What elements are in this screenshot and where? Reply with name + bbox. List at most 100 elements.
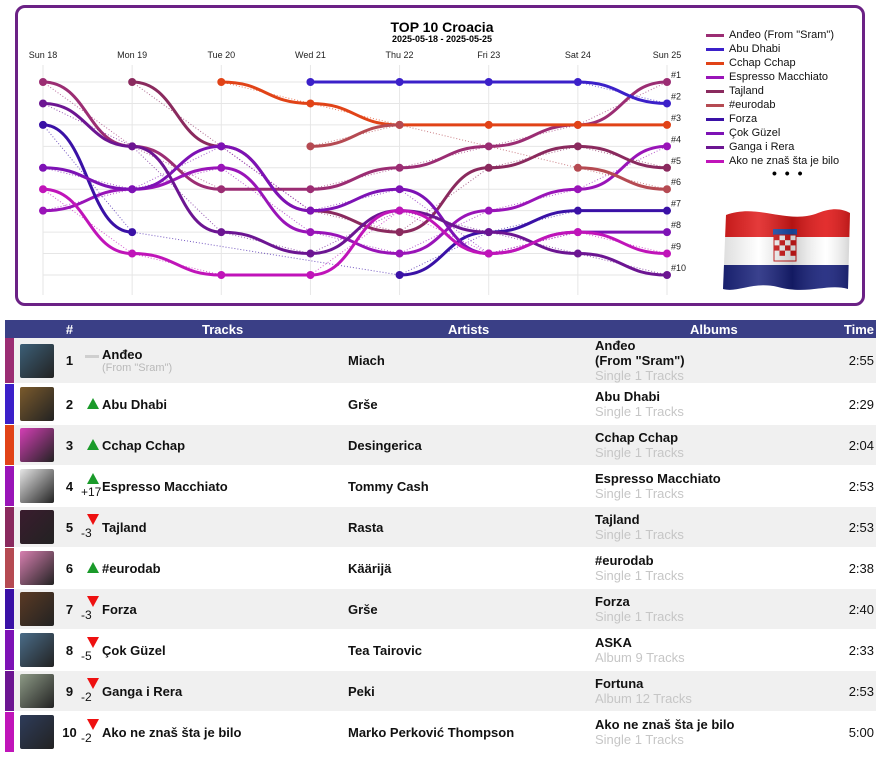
series-point[interactable]: [395, 185, 404, 194]
series-point[interactable]: [663, 185, 671, 194]
album-cell[interactable]: Fortuna Album 12 Tracks: [595, 671, 795, 712]
artist-name[interactable]: Miach: [348, 353, 385, 368]
table-row[interactable]: 9 -2 Ganga i Rera Peki Fortuna Album 12 Track…: [5, 670, 876, 712]
series-point[interactable]: [217, 185, 226, 194]
series-point[interactable]: [128, 142, 137, 151]
album-cell[interactable]: Abu Dhabi Single 1 Tracks: [595, 384, 795, 425]
album-cell[interactable]: Tajland Single 1 Tracks: [595, 507, 795, 548]
album-cell[interactable]: Anđeo (From "Sram") Single 1 Tracks: [595, 338, 795, 384]
series-line[interactable]: [41, 144, 669, 256]
series-point[interactable]: [395, 271, 404, 279]
series-point[interactable]: [306, 271, 315, 279]
series-point[interactable]: [663, 142, 671, 151]
series-point[interactable]: [217, 163, 226, 172]
legend-item[interactable]: Forza: [706, 112, 862, 126]
album-title[interactable]: Forza: [595, 594, 630, 609]
track-cell[interactable]: Çok Güzel: [102, 630, 348, 671]
series-point[interactable]: [39, 206, 47, 215]
artist-name[interactable]: Marko Perković Thompson: [348, 724, 515, 740]
series-line[interactable]: [41, 101, 669, 277]
table-row[interactable]: 8 -5 Çok Güzel Tea Tairovic ASKA Album 9 Trac…: [5, 629, 876, 671]
album-cover-image[interactable]: [20, 592, 54, 626]
track-title[interactable]: Çok Güzel: [102, 642, 166, 658]
artist-name[interactable]: Desingerica: [348, 437, 422, 453]
album-title[interactable]: Cchap Cchap: [595, 430, 679, 445]
legend-item[interactable]: Cchap Cchap: [706, 56, 862, 70]
album-title[interactable]: ASKA: [595, 635, 632, 650]
artist-name[interactable]: Tea Tairovic: [348, 642, 422, 658]
track-title[interactable]: Espresso Macchiato: [102, 478, 228, 494]
track-cell[interactable]: Tajland: [102, 507, 348, 548]
artist-cell[interactable]: Grše: [348, 589, 595, 630]
legend-item[interactable]: Anđeo (From "Sram"): [706, 28, 862, 42]
table-row[interactable]: 5 -3 Tajland Rasta Tajland Single 1 Tracks 2:5…: [5, 506, 876, 548]
series-point[interactable]: [306, 78, 315, 86]
album-title[interactable]: Tajland: [595, 512, 640, 527]
artist-cell[interactable]: Käärijä: [348, 548, 595, 589]
album-cover-image[interactable]: [20, 428, 54, 462]
track-title[interactable]: Ako ne znaš šta je bilo: [102, 724, 242, 740]
album-cover-image[interactable]: [20, 551, 54, 585]
album-cover-image[interactable]: [20, 674, 54, 708]
artist-cell[interactable]: Marko Perković Thompson: [348, 712, 595, 753]
legend-item[interactable]: Espresso Macchiato: [706, 70, 862, 84]
table-row[interactable]: 7 -3 Forza Grše Forza Single 1 Tracks 2:40: [5, 588, 876, 630]
series-point[interactable]: [573, 78, 582, 86]
series-point[interactable]: [128, 78, 137, 86]
table-row[interactable]: 2 Abu Dhabi Grše Abu Dhabi Single 1 Tracks 2:…: [5, 383, 876, 425]
series-point[interactable]: [484, 163, 493, 172]
album-cell[interactable]: Ako ne znaš šta je bilo Single 1 Tracks: [595, 712, 795, 753]
track-cell[interactable]: Abu Dhabi: [102, 384, 348, 425]
album-cover-image[interactable]: [20, 715, 54, 749]
artist-name[interactable]: Grše: [348, 601, 378, 617]
artist-name[interactable]: Rasta: [348, 519, 384, 535]
album-cell[interactable]: Espresso Macchiato Single 1 Tracks: [595, 466, 795, 507]
series-point[interactable]: [217, 271, 226, 279]
series-point[interactable]: [573, 249, 582, 258]
track-title[interactable]: Cchap Cchap: [102, 437, 186, 453]
track-title[interactable]: #eurodab: [102, 560, 161, 576]
series-line[interactable]: [219, 80, 669, 127]
series-point[interactable]: [39, 120, 47, 129]
table-row[interactable]: 4 +17 Espresso Macchiato Tommy Cash Espresso…: [5, 465, 876, 507]
artist-cell[interactable]: Tea Tairovic: [348, 630, 595, 671]
artist-cell[interactable]: Grše: [348, 384, 595, 425]
track-cell[interactable]: Anđeo (From "Sram"): [102, 338, 348, 384]
table-row[interactable]: 1 Anđeo (From "Sram") Miach Anđeo (From "Sram…: [5, 338, 876, 384]
album-cell[interactable]: Cchap Cchap Single 1 Tracks: [595, 425, 795, 466]
track-title[interactable]: Anđeo: [102, 347, 143, 362]
album-cover-image[interactable]: [20, 633, 54, 667]
series-point[interactable]: [663, 228, 671, 237]
series-point[interactable]: [306, 185, 315, 194]
album-cover-image[interactable]: [20, 387, 54, 421]
table-row[interactable]: 10 -2 Ako ne znaš šta je bilo Marko Perkovi…: [5, 711, 876, 753]
series-point[interactable]: [573, 163, 582, 172]
track-cell[interactable]: Espresso Macchiato: [102, 466, 348, 507]
legend-item[interactable]: Ganga i Rera: [706, 140, 862, 154]
album-title[interactable]: Fortuna: [595, 676, 644, 691]
series-point[interactable]: [395, 249, 404, 258]
series-point[interactable]: [306, 249, 315, 258]
series-point[interactable]: [306, 228, 315, 237]
track-title[interactable]: Ganga i Rera: [102, 683, 183, 699]
series-line[interactable]: [398, 209, 669, 277]
artist-name[interactable]: Peki: [348, 683, 375, 699]
series-line[interactable]: [308, 123, 402, 148]
album-title[interactable]: Anđeo: [595, 338, 636, 353]
series-line[interactable]: [576, 166, 669, 191]
legend-item[interactable]: #eurodab: [706, 98, 862, 112]
series-point[interactable]: [217, 228, 226, 237]
track-cell[interactable]: Ako ne znaš šta je bilo: [102, 712, 348, 753]
series-point[interactable]: [663, 206, 671, 215]
series-point[interactable]: [128, 185, 137, 194]
series-point[interactable]: [39, 185, 47, 194]
series-point[interactable]: [395, 206, 404, 215]
series-point[interactable]: [663, 163, 671, 172]
album-cover-image[interactable]: [20, 469, 54, 503]
legend-item[interactable]: Tajland: [706, 84, 862, 98]
album-title[interactable]: Espresso Macchiato: [595, 471, 721, 486]
series-point[interactable]: [395, 228, 404, 237]
series-point[interactable]: [306, 142, 315, 151]
series-point[interactable]: [39, 78, 47, 86]
series-point[interactable]: [663, 120, 671, 129]
